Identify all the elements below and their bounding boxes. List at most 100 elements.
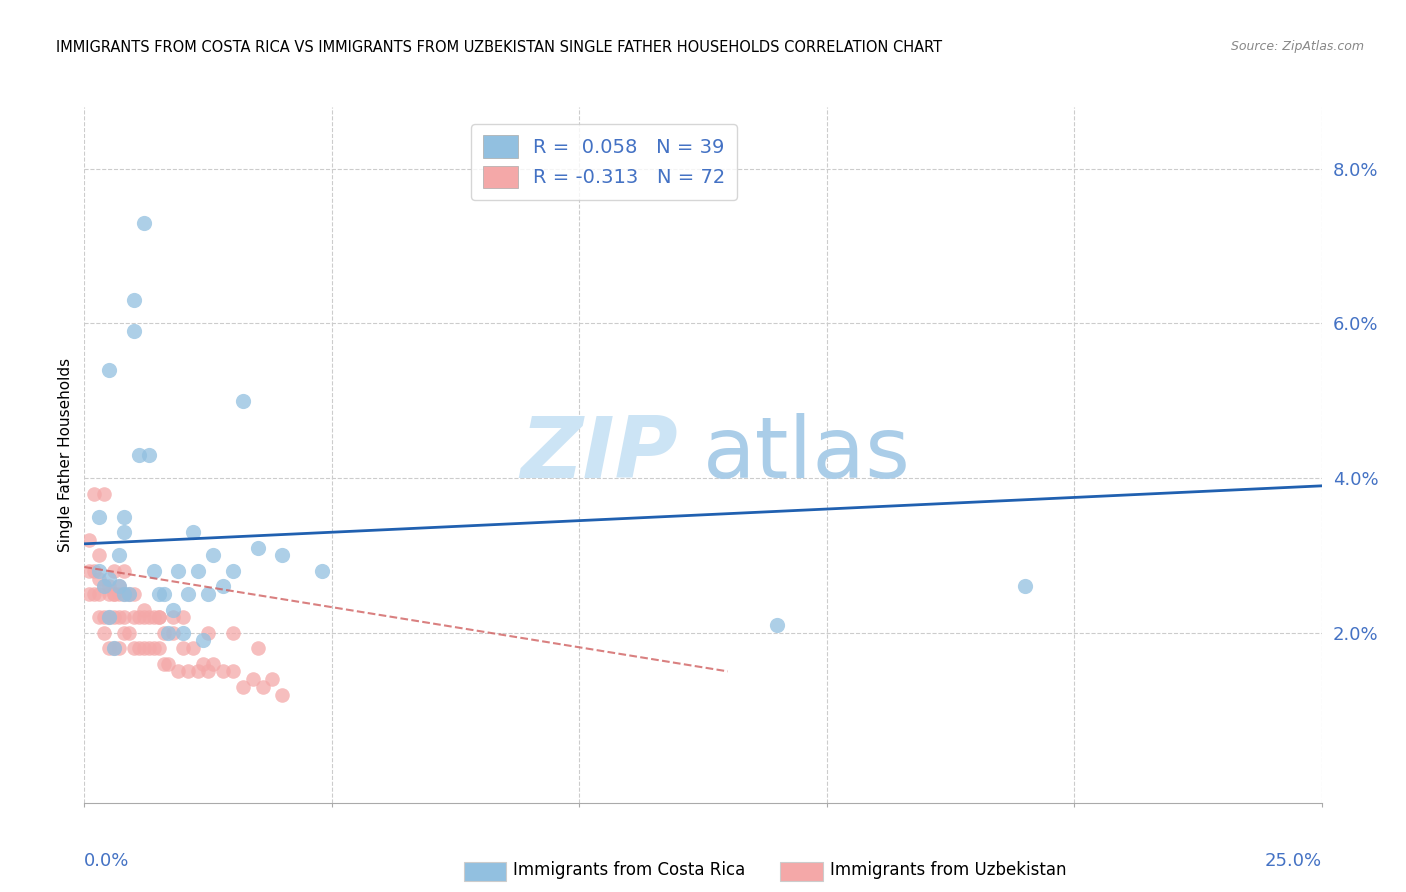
Point	[103, 587, 125, 601]
Point	[118, 587, 141, 601]
Point	[89, 509, 111, 524]
Point	[232, 680, 254, 694]
Point	[202, 657, 225, 671]
Point	[162, 625, 184, 640]
Point	[103, 610, 125, 624]
Point	[112, 610, 135, 624]
Text: atlas: atlas	[703, 413, 911, 497]
Point	[122, 587, 145, 601]
Point	[197, 587, 219, 601]
Point	[246, 641, 269, 656]
Point	[112, 587, 135, 601]
Point	[191, 657, 214, 671]
Point	[138, 610, 160, 624]
Point	[162, 602, 184, 616]
Point	[132, 216, 155, 230]
Point	[252, 680, 274, 694]
Text: ZIP: ZIP	[520, 413, 678, 497]
Point	[93, 579, 115, 593]
Point	[172, 641, 194, 656]
Y-axis label: Single Father Households: Single Father Households	[58, 358, 73, 552]
Point	[246, 541, 269, 555]
Point	[128, 641, 150, 656]
Point	[148, 641, 170, 656]
Point	[93, 625, 115, 640]
Point	[132, 602, 155, 616]
Point	[222, 665, 245, 679]
Point	[262, 672, 284, 686]
Point	[103, 641, 125, 656]
Point	[108, 579, 131, 593]
Point	[172, 610, 194, 624]
Point	[79, 564, 101, 578]
Point	[202, 549, 225, 563]
Point	[138, 448, 160, 462]
Point	[181, 641, 204, 656]
Point	[167, 564, 190, 578]
Point	[112, 525, 135, 540]
Point	[152, 657, 174, 671]
Point	[83, 564, 105, 578]
Point	[79, 587, 101, 601]
Point	[197, 625, 219, 640]
Point	[132, 610, 155, 624]
Point	[98, 641, 121, 656]
Point	[103, 641, 125, 656]
Point	[98, 610, 121, 624]
Point	[187, 665, 209, 679]
Point	[93, 486, 115, 500]
Point	[271, 688, 294, 702]
Point	[112, 625, 135, 640]
Point	[108, 549, 131, 563]
Point	[128, 448, 150, 462]
Text: Source: ZipAtlas.com: Source: ZipAtlas.com	[1230, 40, 1364, 54]
Point	[83, 587, 105, 601]
Point	[142, 641, 165, 656]
Point	[89, 610, 111, 624]
Point	[177, 665, 200, 679]
Point	[122, 324, 145, 338]
Point	[83, 486, 105, 500]
Point	[98, 579, 121, 593]
Point	[112, 564, 135, 578]
Point	[89, 564, 111, 578]
Point	[103, 587, 125, 601]
Point	[89, 587, 111, 601]
Point	[108, 610, 131, 624]
Point	[242, 672, 264, 686]
Point	[177, 587, 200, 601]
Point	[222, 564, 245, 578]
Point	[191, 633, 214, 648]
Point	[122, 293, 145, 308]
Point	[157, 657, 180, 671]
Point	[162, 610, 184, 624]
Point	[181, 525, 204, 540]
Point	[108, 587, 131, 601]
Point	[89, 549, 111, 563]
Text: Immigrants from Uzbekistan: Immigrants from Uzbekistan	[830, 861, 1066, 879]
Point	[222, 625, 245, 640]
Point	[138, 641, 160, 656]
Point	[103, 564, 125, 578]
Point	[98, 572, 121, 586]
Point	[93, 610, 115, 624]
Point	[152, 625, 174, 640]
Point	[148, 610, 170, 624]
Point	[122, 610, 145, 624]
Point	[93, 579, 115, 593]
Point	[79, 533, 101, 547]
Point	[142, 610, 165, 624]
Point	[157, 625, 180, 640]
Text: Immigrants from Costa Rica: Immigrants from Costa Rica	[513, 861, 745, 879]
Point	[98, 587, 121, 601]
Legend: R =  0.058   N = 39, R = -0.313   N = 72: R = 0.058 N = 39, R = -0.313 N = 72	[471, 124, 737, 200]
Point	[232, 393, 254, 408]
Point	[271, 549, 294, 563]
Point	[172, 625, 194, 640]
Point	[167, 665, 190, 679]
Point	[128, 610, 150, 624]
Point	[1014, 579, 1036, 593]
Text: 25.0%: 25.0%	[1264, 852, 1322, 870]
Point	[148, 587, 170, 601]
Point	[311, 564, 333, 578]
